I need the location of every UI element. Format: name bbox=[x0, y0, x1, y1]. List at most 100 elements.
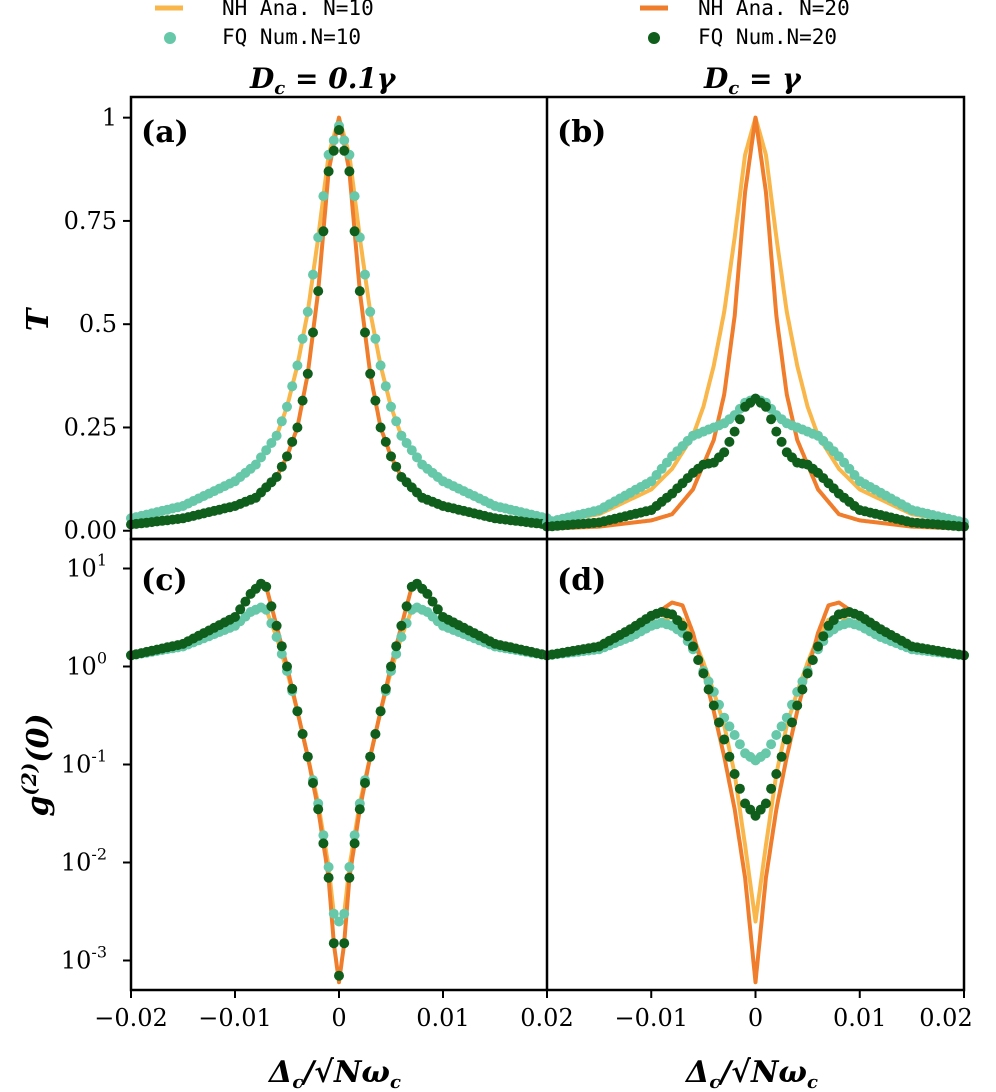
y-axis-label-top: T bbox=[21, 306, 56, 331]
data-point bbox=[256, 452, 266, 463]
data-point bbox=[308, 269, 318, 280]
data-point bbox=[302, 306, 313, 317]
y-tick-label: 1 bbox=[102, 104, 117, 132]
panel-c bbox=[126, 578, 552, 985]
y-tick-label: 0.5 bbox=[79, 310, 117, 338]
data-point bbox=[276, 416, 287, 427]
data-point bbox=[318, 838, 329, 849]
legend-swatch-fq20 bbox=[648, 32, 660, 44]
data-point bbox=[682, 631, 693, 642]
data-point bbox=[771, 769, 782, 779]
data-point bbox=[323, 872, 334, 883]
data-point bbox=[396, 620, 407, 631]
data-point bbox=[396, 430, 407, 441]
data-point bbox=[344, 166, 355, 177]
x-tick-label: 0.01 bbox=[416, 1004, 469, 1032]
data-point bbox=[760, 748, 771, 759]
data-point bbox=[693, 655, 704, 665]
panel-b bbox=[542, 115, 969, 532]
data-point bbox=[271, 472, 282, 482]
y-tick-label: 10-3 bbox=[61, 942, 107, 974]
x-tick-label: −0.02 bbox=[94, 1004, 168, 1032]
data-point bbox=[391, 461, 402, 472]
data-point bbox=[302, 368, 313, 379]
data-point bbox=[698, 668, 709, 679]
series-points-fq20-a bbox=[126, 125, 552, 530]
data-point bbox=[729, 730, 740, 740]
data-point bbox=[380, 683, 391, 694]
data-point bbox=[760, 401, 771, 412]
series-line-nh10-b bbox=[546, 115, 965, 525]
data-point bbox=[230, 612, 240, 622]
data-point bbox=[261, 581, 272, 592]
data-point bbox=[318, 191, 329, 202]
legend-label-nh20: NH Ana. N=20 bbox=[698, 0, 850, 20]
y-tick-label: 0.25 bbox=[64, 413, 117, 441]
data-point bbox=[328, 135, 339, 146]
column-title-right: Dc = γ bbox=[703, 62, 802, 99]
data-point bbox=[287, 683, 298, 694]
data-point bbox=[360, 269, 370, 280]
series-points-fq20-c bbox=[126, 578, 552, 981]
data-point bbox=[380, 381, 391, 392]
data-point bbox=[334, 970, 344, 981]
data-point bbox=[308, 778, 318, 788]
series-line-nh10-c bbox=[130, 605, 548, 924]
data-point bbox=[271, 620, 282, 631]
axis-ticks: 0.00 0.25 0.5 0.75 1 10-3 10-2 10-1 100 101 −0.02 −… bbox=[61, 104, 973, 1032]
data-point bbox=[807, 655, 818, 665]
data-point bbox=[349, 838, 360, 849]
x-tick-label: 0.02 bbox=[919, 1004, 972, 1032]
data-point bbox=[776, 436, 787, 447]
data-point bbox=[724, 751, 735, 762]
series-points-fq10-c bbox=[126, 602, 552, 927]
data-point bbox=[386, 661, 396, 672]
data-point bbox=[703, 676, 714, 687]
data-point bbox=[365, 368, 376, 379]
data-point bbox=[302, 751, 313, 762]
series-points-fq20-d bbox=[542, 607, 969, 821]
x-axis-label-right: Δc/√Nωc bbox=[684, 1055, 818, 1092]
data-point bbox=[271, 430, 282, 441]
data-point bbox=[328, 145, 339, 156]
series-points-fq10-a bbox=[126, 120, 552, 524]
data-point bbox=[349, 191, 360, 202]
data-point bbox=[766, 414, 777, 425]
data-point bbox=[714, 717, 724, 728]
data-point bbox=[766, 739, 777, 750]
data-point bbox=[776, 751, 787, 762]
data-point bbox=[287, 436, 298, 447]
data-point bbox=[719, 734, 730, 745]
panel-label-b: (b) bbox=[557, 115, 606, 150]
data-point bbox=[729, 426, 740, 437]
series-line-nh10-d bbox=[546, 615, 965, 924]
data-point bbox=[380, 436, 391, 447]
data-point bbox=[297, 395, 308, 406]
x-tick-label: 0 bbox=[748, 1004, 763, 1032]
data-point bbox=[724, 721, 735, 732]
series-line-nh20-a bbox=[130, 115, 548, 527]
data-point bbox=[375, 706, 386, 717]
data-point bbox=[235, 604, 246, 615]
data-point bbox=[365, 751, 376, 762]
data-point bbox=[282, 401, 292, 412]
x-tick-label: −0.01 bbox=[614, 1004, 688, 1032]
data-point bbox=[797, 684, 808, 695]
data-point bbox=[271, 632, 282, 642]
data-point bbox=[360, 778, 370, 788]
data-point bbox=[787, 717, 797, 728]
data-point bbox=[792, 700, 803, 711]
data-point bbox=[375, 422, 386, 433]
data-point bbox=[412, 452, 422, 463]
data-point bbox=[261, 445, 272, 456]
data-point bbox=[308, 327, 318, 338]
x-tick-label: 0.01 bbox=[833, 1004, 886, 1032]
x-tick-label: −0.01 bbox=[198, 1004, 272, 1032]
data-point bbox=[365, 306, 376, 317]
legend-label-fq20: FQ Num.N=20 bbox=[698, 25, 837, 49]
data-point bbox=[323, 862, 334, 872]
data-point bbox=[282, 451, 292, 462]
data-point bbox=[724, 436, 735, 447]
panel-label-c: (c) bbox=[141, 563, 188, 598]
data-point bbox=[760, 798, 771, 809]
